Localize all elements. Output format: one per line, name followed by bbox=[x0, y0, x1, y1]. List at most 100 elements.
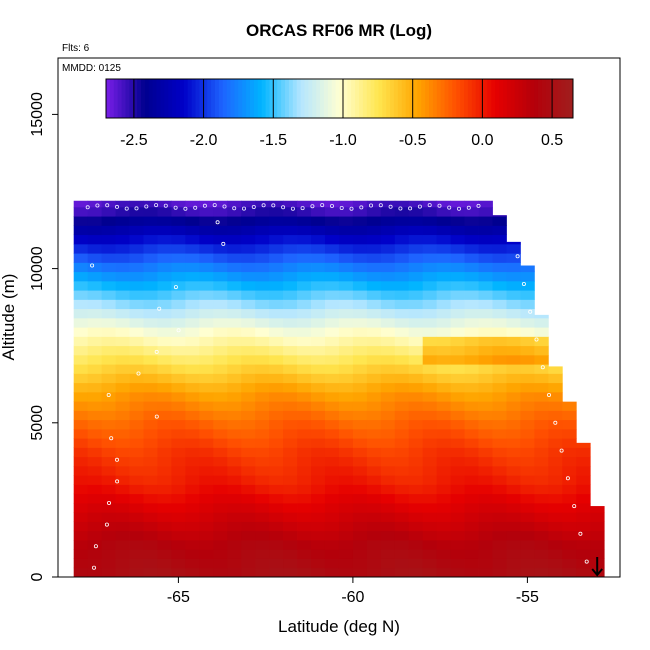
heatmap-cell bbox=[171, 512, 185, 522]
colorbar-swatch bbox=[234, 79, 238, 118]
heatmap-cell bbox=[185, 559, 199, 569]
heatmap-cell bbox=[520, 336, 534, 346]
heatmap-cell bbox=[367, 420, 381, 430]
heatmap-cell bbox=[269, 383, 283, 393]
heatmap-cell bbox=[130, 373, 144, 383]
heatmap-cell bbox=[353, 216, 367, 226]
heatmap-cell bbox=[255, 235, 269, 245]
heatmap-cell bbox=[506, 401, 520, 411]
heatmap-cell bbox=[144, 327, 158, 337]
heatmap-cell bbox=[102, 336, 116, 346]
heatmap-cell bbox=[409, 299, 423, 309]
heatmap-cell bbox=[451, 512, 465, 522]
heatmap-cell bbox=[325, 318, 339, 328]
heatmap-cell bbox=[479, 494, 493, 504]
heatmap-cell bbox=[339, 531, 353, 541]
heatmap-cell bbox=[269, 253, 283, 263]
heatmap-cell bbox=[255, 290, 269, 300]
heatmap-cell bbox=[395, 392, 409, 402]
heatmap-cell bbox=[213, 216, 227, 226]
heatmap-cell bbox=[520, 429, 534, 439]
heatmap-cell bbox=[479, 383, 493, 393]
heatmap-cell bbox=[269, 309, 283, 319]
colorbar-swatch bbox=[441, 79, 445, 118]
colorbar-swatch bbox=[145, 79, 149, 118]
heatmap-cell bbox=[269, 201, 283, 208]
heatmap-cell bbox=[74, 410, 88, 420]
colorbar-swatch bbox=[433, 79, 437, 118]
colorbar-swatch bbox=[336, 79, 340, 118]
heatmap-cell bbox=[185, 318, 199, 328]
heatmap-cell bbox=[437, 262, 451, 272]
heatmap-cell bbox=[465, 429, 479, 439]
heatmap-cell bbox=[157, 401, 171, 411]
heatmap-cell bbox=[255, 272, 269, 282]
heatmap-cell bbox=[465, 262, 479, 272]
colorbar-swatch bbox=[324, 79, 328, 118]
heatmap-cell bbox=[185, 568, 199, 578]
heatmap-cell bbox=[199, 281, 213, 291]
heatmap-cell bbox=[381, 336, 395, 346]
heatmap-cell bbox=[144, 336, 158, 346]
heatmap-cell bbox=[102, 484, 116, 494]
heatmap-cell bbox=[493, 262, 507, 272]
colorbar-swatch bbox=[129, 79, 133, 118]
heatmap-cell bbox=[479, 521, 493, 531]
heatmap-cell bbox=[562, 447, 576, 457]
heatmap-cell bbox=[409, 503, 423, 513]
heatmap-cell bbox=[423, 207, 437, 217]
heatmap-cell bbox=[102, 299, 116, 309]
heatmap-cell bbox=[102, 346, 116, 356]
heatmap-cell bbox=[576, 540, 590, 550]
heatmap-cell bbox=[213, 429, 227, 439]
heatmap-cell bbox=[451, 364, 465, 374]
heatmap-cell bbox=[590, 540, 604, 550]
heatmap-cell bbox=[269, 392, 283, 402]
heatmap-cell bbox=[423, 457, 437, 467]
heatmap-cell bbox=[130, 392, 144, 402]
heatmap-cell bbox=[409, 494, 423, 504]
heatmap-cell bbox=[269, 466, 283, 476]
heatmap-cell bbox=[506, 512, 520, 522]
heatmap-cell bbox=[269, 447, 283, 457]
heatmap-cell bbox=[130, 568, 144, 578]
colorbar-swatch bbox=[137, 79, 141, 118]
heatmap-cell bbox=[185, 244, 199, 254]
heatmap-cell bbox=[423, 299, 437, 309]
heatmap-cell bbox=[311, 244, 325, 254]
colorbar-swatch bbox=[417, 79, 421, 118]
heatmap-cell bbox=[548, 512, 562, 522]
colorbar-swatch bbox=[122, 79, 126, 118]
heatmap-cell bbox=[88, 346, 102, 356]
heatmap-cell bbox=[283, 531, 297, 541]
heatmap-cell bbox=[88, 216, 102, 226]
heatmap-cell bbox=[185, 207, 199, 217]
heatmap-cell bbox=[157, 475, 171, 485]
heatmap-cell bbox=[199, 429, 213, 439]
heatmap-cell bbox=[88, 438, 102, 448]
heatmap-cell bbox=[144, 253, 158, 263]
heatmap-cell bbox=[297, 392, 311, 402]
heatmap-cell bbox=[283, 207, 297, 217]
heatmap-cell bbox=[283, 364, 297, 374]
heatmap-cell bbox=[130, 466, 144, 476]
heatmap-cell bbox=[102, 373, 116, 383]
heatmap-cell bbox=[493, 318, 507, 328]
heatmap-cell bbox=[423, 309, 437, 319]
heatmap-cell bbox=[367, 364, 381, 374]
heatmap-cell bbox=[325, 355, 339, 365]
heatmap-cell bbox=[479, 253, 493, 263]
heatmap-cell bbox=[353, 549, 367, 559]
heatmap-cell bbox=[74, 457, 88, 467]
heatmap-cell bbox=[520, 355, 534, 365]
heatmap-cell bbox=[241, 512, 255, 522]
heatmap-cell bbox=[311, 447, 325, 457]
heatmap-cell bbox=[157, 299, 171, 309]
heatmap-cell bbox=[548, 466, 562, 476]
heatmap-cell bbox=[283, 457, 297, 467]
heatmap-cell bbox=[381, 420, 395, 430]
heatmap-cell bbox=[395, 466, 409, 476]
heatmap-cell bbox=[311, 521, 325, 531]
heatmap-cell bbox=[479, 392, 493, 402]
heatmap-cell bbox=[157, 235, 171, 245]
